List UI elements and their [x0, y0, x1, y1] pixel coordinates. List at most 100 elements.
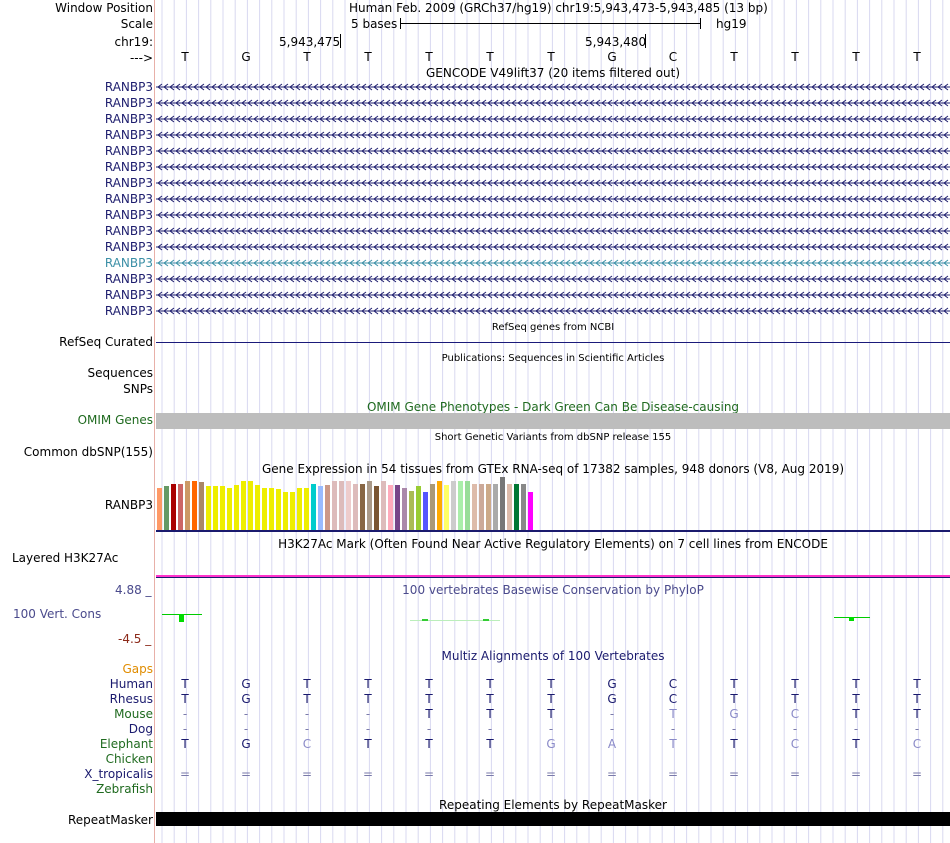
gencode-gene-line[interactable]	[156, 273, 950, 285]
gencode-gene-line[interactable]	[156, 225, 950, 237]
gtex-tissue-bar[interactable]	[528, 492, 533, 530]
gencode-gene-label[interactable]: RANBP3	[104, 272, 153, 286]
gencode-gene-label[interactable]: RANBP3	[104, 224, 153, 238]
gtex-tissue-bar[interactable]	[486, 484, 491, 530]
gtex-tissue-bar[interactable]	[157, 488, 162, 530]
gencode-gene-label[interactable]: RANBP3	[104, 240, 153, 254]
gtex-tissue-bar[interactable]	[444, 485, 449, 530]
gtex-tissue-bar[interactable]	[395, 485, 400, 530]
gtex-tissue-bar[interactable]	[248, 481, 253, 530]
publications-label[interactable]: Sequences	[87, 366, 153, 380]
gtex-tissue-bar[interactable]	[255, 485, 260, 530]
gencode-gene-line[interactable]	[156, 177, 950, 189]
gtex-tissue-bar[interactable]	[388, 485, 393, 530]
gencode-gene-label[interactable]: RANBP3	[104, 208, 153, 222]
gtex-tissue-bar[interactable]	[339, 481, 344, 530]
gencode-gene-label[interactable]: RANBP3	[104, 144, 153, 158]
gtex-tissue-bar[interactable]	[353, 484, 358, 530]
gencode-gene-line[interactable]	[156, 305, 950, 317]
gencode-gene-label[interactable]: RANBP3	[104, 160, 153, 174]
gtex-tissue-bar[interactable]	[164, 486, 169, 530]
gtex-tissue-bar[interactable]	[297, 488, 302, 530]
gtex-tissue-bar[interactable]	[269, 488, 274, 530]
gencode-gene-line[interactable]	[156, 193, 950, 205]
gtex-tissue-bar[interactable]	[192, 481, 197, 530]
multiz-species-label[interactable]: Zebrafish	[96, 782, 153, 796]
gtex-tissue-bar[interactable]	[325, 485, 330, 530]
gencode-gene-line[interactable]	[156, 289, 950, 301]
refseq-label[interactable]: RefSeq Curated	[59, 335, 153, 349]
gencode-gene-line[interactable]	[156, 97, 950, 109]
snps-label[interactable]: SNPs	[123, 382, 153, 396]
multiz-species-label[interactable]: Mouse	[114, 707, 153, 721]
gtex-label[interactable]: RANBP3	[104, 498, 153, 512]
gtex-tissue-bar[interactable]	[234, 485, 239, 530]
gtex-tissue-bar[interactable]	[276, 489, 281, 530]
gtex-tissue-bar[interactable]	[416, 486, 421, 530]
gencode-gene-line[interactable]	[156, 145, 950, 157]
gencode-gene-label[interactable]: RANBP3	[104, 192, 153, 206]
gtex-tissue-bar[interactable]	[521, 484, 526, 530]
gtex-tissue-bar[interactable]	[227, 488, 232, 530]
repeatmasker-label[interactable]: RepeatMasker	[67, 813, 153, 827]
dbsnp-label[interactable]: Common dbSNP(155)	[23, 445, 153, 459]
gtex-tissue-bar[interactable]	[472, 484, 477, 530]
multiz-species-label[interactable]: X_tropicalis	[84, 767, 153, 781]
gencode-gene-label[interactable]: RANBP3	[104, 176, 153, 190]
gtex-tissue-bar[interactable]	[500, 477, 505, 530]
gencode-gene-label[interactable]: RANBP3	[104, 304, 153, 318]
conservation-label[interactable]: 100 Vert. Cons	[13, 607, 102, 621]
gencode-gene-line[interactable]	[156, 257, 950, 269]
multiz-species-label[interactable]: Human	[109, 677, 153, 691]
gencode-gene-line[interactable]	[156, 241, 950, 253]
gtex-tissue-bar[interactable]	[220, 486, 225, 530]
gtex-tissue-bar[interactable]	[262, 488, 267, 530]
gtex-tissue-bar[interactable]	[507, 484, 512, 530]
gtex-tissue-bar[interactable]	[367, 481, 372, 530]
gtex-tissue-bar[interactable]	[493, 484, 498, 530]
gtex-tissue-bar[interactable]	[514, 484, 519, 530]
gtex-tissue-bar[interactable]	[290, 492, 295, 530]
gtex-tissue-bar[interactable]	[185, 481, 190, 530]
gtex-tissue-bar[interactable]	[346, 481, 351, 530]
multiz-species-label[interactable]: Dog	[128, 722, 153, 736]
omim-feature-bar[interactable]	[156, 413, 950, 429]
gtex-tissue-bar[interactable]	[213, 486, 218, 530]
gtex-tissue-bar[interactable]	[402, 488, 407, 530]
multiz-species-label[interactable]: Elephant	[99, 737, 153, 751]
gtex-tissue-bar[interactable]	[199, 482, 204, 530]
gtex-tissue-bar[interactable]	[332, 481, 337, 530]
gtex-tissue-bar[interactable]	[451, 481, 456, 530]
gtex-tissue-bar[interactable]	[318, 486, 323, 530]
gtex-tissue-bar[interactable]	[374, 486, 379, 530]
refseq-gene-line[interactable]	[156, 342, 950, 343]
gtex-tissue-bar[interactable]	[241, 481, 246, 530]
gtex-tissue-bar[interactable]	[458, 481, 463, 530]
multiz-species-label[interactable]: Chicken	[105, 752, 153, 766]
gencode-gene-line[interactable]	[156, 129, 950, 141]
gencode-gene-label[interactable]: RANBP3	[104, 112, 153, 126]
gtex-tissue-bar[interactable]	[409, 491, 414, 530]
gencode-gene-label[interactable]: RANBP3	[104, 80, 153, 94]
gtex-tissue-bar[interactable]	[465, 481, 470, 530]
gtex-tissue-bar[interactable]	[171, 484, 176, 530]
gtex-tissue-bar[interactable]	[283, 492, 288, 530]
gencode-gene-line[interactable]	[156, 209, 950, 221]
gtex-tissue-bar[interactable]	[178, 484, 183, 530]
gencode-gene-label[interactable]: RANBP3	[104, 256, 153, 270]
gencode-gene-label[interactable]: RANBP3	[104, 128, 153, 142]
multiz-species-label[interactable]: Rhesus	[109, 692, 153, 706]
gencode-gene-line[interactable]	[156, 81, 950, 93]
gencode-gene-line[interactable]	[156, 161, 950, 173]
gtex-tissue-bar[interactable]	[430, 484, 435, 530]
gtex-tissue-bar[interactable]	[437, 481, 442, 530]
gtex-tissue-bar[interactable]	[423, 492, 428, 530]
omim-label[interactable]: OMIM Genes	[77, 413, 153, 427]
gencode-gene-line[interactable]	[156, 113, 950, 125]
gtex-tissue-bar[interactable]	[206, 486, 211, 530]
gtex-tissue-bar[interactable]	[360, 484, 365, 530]
gtex-tissue-bar[interactable]	[304, 488, 309, 530]
gtex-tissue-bar[interactable]	[479, 484, 484, 530]
gtex-tissue-bar[interactable]	[381, 481, 386, 530]
gencode-gene-label[interactable]: RANBP3	[104, 288, 153, 302]
